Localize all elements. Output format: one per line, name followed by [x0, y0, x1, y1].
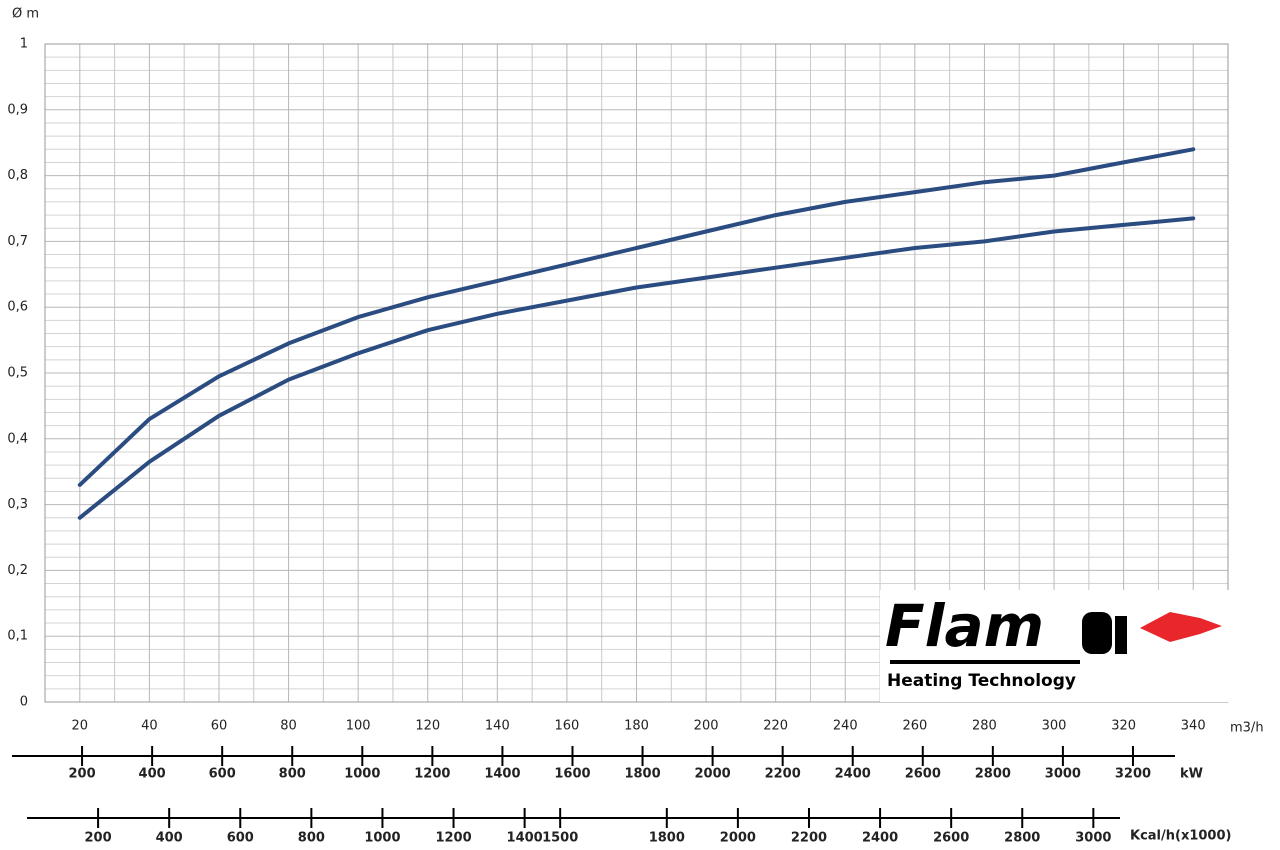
x-tick-label: 240	[833, 719, 858, 734]
logo-rule	[890, 660, 1080, 664]
series-line	[77, 216, 1196, 520]
logo-burner	[1082, 612, 1112, 654]
x-tick-label: 260	[902, 719, 927, 734]
x-tick-label: 220	[763, 719, 788, 734]
logo: Flam Heating Technology	[880, 590, 1230, 702]
logo-burner-cap	[1115, 616, 1127, 654]
kcal_axis-tick-label: 600	[227, 831, 254, 846]
y-tick-label: 0,6	[7, 300, 28, 315]
logo-flame	[1140, 612, 1222, 642]
kcal-axis-label: Kcal/h(x1000)	[1130, 829, 1231, 844]
kcal_axis-tick-label: 800	[298, 831, 325, 846]
kw_axis-tick-label: 1400	[484, 767, 520, 782]
x-tick-label: 120	[415, 719, 440, 734]
kcal_axis-tick-label: 1800	[649, 831, 685, 846]
x-tick-label: 20	[72, 719, 89, 734]
kcal_axis-tick-label: 1400	[507, 831, 543, 846]
y-tick-label: 0,3	[7, 497, 28, 512]
logo-name: Flam	[885, 592, 1044, 660]
y-tick-label: 0,1	[7, 629, 28, 644]
kw_axis-tick-label: 1600	[554, 767, 590, 782]
kcal_axis-tick-label: 2000	[720, 831, 756, 846]
kw_axis-tick-label: 3000	[1045, 767, 1081, 782]
logo-tagline: Heating Technology	[887, 671, 1076, 691]
kw_axis-tick-label: 600	[209, 767, 236, 782]
kcal_axis-tick-label: 2600	[933, 831, 969, 846]
y-tick-label: 0,7	[7, 234, 28, 249]
x-tick-label: 320	[1111, 719, 1136, 734]
marks	[77, 147, 1196, 520]
kw_axis-tick-label: 1000	[344, 767, 380, 782]
y-tick-label: 0,2	[7, 563, 28, 578]
kw-axis-label: kW	[1180, 767, 1203, 782]
kcal_axis-tick-label: 1500	[542, 831, 578, 846]
kw_axis-tick-label: 2200	[765, 767, 801, 782]
series-line	[77, 147, 1196, 487]
x-tick-label: 180	[624, 719, 649, 734]
x-tick-label: 200	[694, 719, 719, 734]
x-tick-label: 40	[141, 719, 158, 734]
x-tick-label: 340	[1181, 719, 1206, 734]
x-tick-label: 300	[1042, 719, 1067, 734]
kw_axis-tick-label: 1800	[624, 767, 660, 782]
kcal_axis-tick-label: 1000	[364, 831, 400, 846]
x-tick-label: 280	[972, 719, 997, 734]
y-tick-label: 0,9	[7, 102, 28, 117]
kcal_axis-tick-label: 2800	[1004, 831, 1040, 846]
x-tick-label: 60	[211, 719, 228, 734]
kw_axis-tick-label: 1200	[414, 767, 450, 782]
kw_axis-tick-label: 200	[68, 767, 95, 782]
y-tick-label: 0,5	[7, 366, 28, 381]
y-tick-label: 0,4	[7, 431, 28, 446]
kw_axis-tick-label: 2400	[835, 767, 871, 782]
kw_axis-tick-label: 800	[279, 767, 306, 782]
y-tick-label: 0	[20, 695, 28, 710]
kw_axis-tick-label: 2600	[905, 767, 941, 782]
kw_axis-tick-label: 2800	[975, 767, 1011, 782]
logo-box	[880, 590, 1230, 702]
x-tick-label: 140	[485, 719, 510, 734]
x-tick-label: 100	[346, 719, 371, 734]
x-axis-label: m3/h	[1230, 721, 1264, 736]
y-tick-label: 0,8	[7, 168, 28, 183]
y-axis-label: Ø m	[12, 7, 39, 22]
y-tick-label: 1	[20, 37, 28, 52]
kw_axis-tick-label: 400	[139, 767, 166, 782]
kw_axis-tick-label: 2000	[695, 767, 731, 782]
x-tick-label: 160	[554, 719, 579, 734]
kcal_axis-tick-label: 200	[85, 831, 112, 846]
kcal_axis-tick-label: 1200	[435, 831, 471, 846]
plot-border	[44, 43, 1229, 703]
kcal_axis-tick-label: 3000	[1075, 831, 1111, 846]
x-tick-label: 80	[280, 719, 297, 734]
kcal_axis-tick-label: 2400	[862, 831, 898, 846]
kw_axis-tick-label: 3200	[1115, 767, 1151, 782]
kcal_axis-tick-label: 2200	[791, 831, 827, 846]
kcal_axis-tick-label: 400	[156, 831, 183, 846]
